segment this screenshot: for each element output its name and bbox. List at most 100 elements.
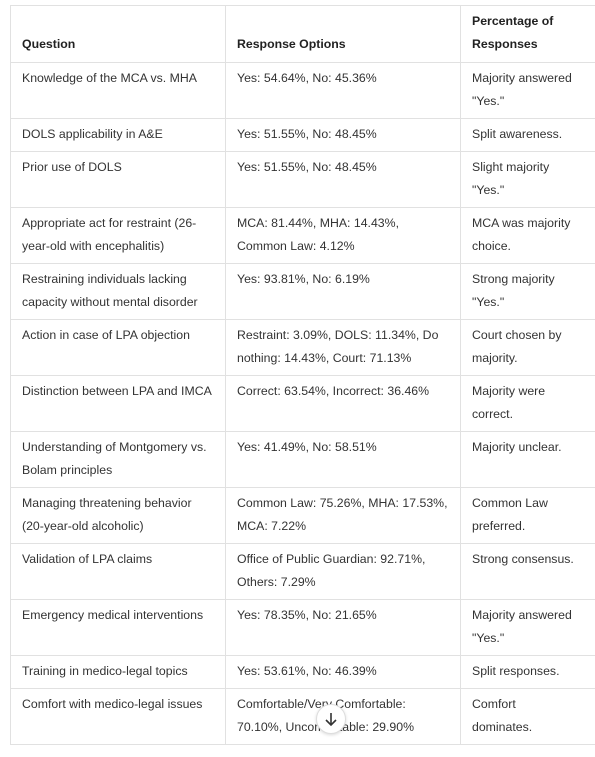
cell-text: Yes: 41.49%, No: 58.51% <box>237 440 377 454</box>
header-text: Percentage of Responses <box>472 14 554 51</box>
cell-text: Yes: 54.64%, No: 45.36% <box>237 71 377 85</box>
table-row: Understanding of Montgomery vs. Bolam pr… <box>10 431 595 488</box>
cell-text: Knowledge of the MCA vs. MHA <box>22 71 197 85</box>
header-text: Question <box>22 37 76 51</box>
cell-text: Common Law: 75.26%, MHA: 17.53%, MCA: 7.… <box>237 496 448 533</box>
table-cell: Emergency medical interventions <box>10 599 226 656</box>
table-row: Comfort with medico-legal issues Comforta… <box>10 688 595 745</box>
table-container: Question Response Options Percentage of Re… <box>10 5 595 745</box>
table-cell: Yes: 41.49%, No: 58.51% <box>225 431 461 488</box>
table-cell: Majority unclear. <box>460 431 595 488</box>
header-text: Response Options <box>237 37 346 51</box>
table-cell: Yes: 53.61%, No: 46.39% <box>225 655 461 689</box>
table-cell: Comfort dominates. <box>460 688 595 745</box>
table-cell: Distinction between LPA and IMCA <box>10 375 226 432</box>
table-cell: Understanding of Montgomery vs. Bolam pr… <box>10 431 226 488</box>
cell-text: Yes: 51.55%, No: 48.45% <box>237 160 377 174</box>
cell-text: Distinction between LPA and IMCA <box>22 384 212 398</box>
cell-text: MCA was majority choice. <box>472 216 571 253</box>
table-cell: Managing threatening behavior (20-year-o… <box>10 487 226 544</box>
table-row: Distinction between LPA and IMCA Correct:… <box>10 375 595 432</box>
cell-text: Yes: 78.35%, No: 21.65% <box>237 608 377 622</box>
cell-text: Correct: 63.54%, Incorrect: 36.46% <box>237 384 430 398</box>
table-cell: Strong majority "Yes." <box>460 263 595 320</box>
table-cell: Training in medico-legal topics <box>10 655 226 689</box>
cell-text: Majority answered "Yes." <box>472 608 572 645</box>
cell-text: Strong majority "Yes." <box>472 272 555 309</box>
table-cell: Comfortable/Very Comfortable: 70.10%, Un… <box>225 688 461 745</box>
cell-text: Common Law preferred. <box>472 496 548 533</box>
table-cell: Yes: 51.55%, No: 48.45% <box>225 118 461 152</box>
header-cell: Percentage of Responses <box>460 5 595 63</box>
table-row: Knowledge of the MCA vs. MHA Yes: 54.64%,… <box>10 62 595 119</box>
table-cell: Yes: 78.35%, No: 21.65% <box>225 599 461 656</box>
table-cell: Yes: 93.81%, No: 6.19% <box>225 263 461 320</box>
cell-text: Yes: 53.61%, No: 46.39% <box>237 664 377 678</box>
header-row: Question Response Options Percentage of Re… <box>10 5 595 63</box>
table-row: Action in case of LPA objection Restraint… <box>10 319 595 376</box>
table-cell: Majority answered "Yes." <box>460 599 595 656</box>
table-row: Validation of LPA claims Office of Public… <box>10 543 595 600</box>
cell-text: Comfort dominates. <box>472 697 533 734</box>
table-row: Emergency medical interventions Yes: 78.3… <box>10 599 595 656</box>
table-cell: Slight majority "Yes." <box>460 151 595 208</box>
table: Question Response Options Percentage of Re… <box>10 5 595 745</box>
cell-text: Office of Public Guardian: 92.71%, Other… <box>237 552 426 589</box>
header-cell: Response Options <box>225 5 461 63</box>
table-cell: Common Law preferred. <box>460 487 595 544</box>
table-row: DOLS applicability in A&E Yes: 51.55%, No… <box>10 118 595 152</box>
table-cell: MCA: 81.44%, MHA: 14.43%, Common Law: 4.… <box>225 207 461 264</box>
scroll-down-button[interactable] <box>316 704 346 734</box>
table-cell: Action in case of LPA objection <box>10 319 226 376</box>
table-row: Prior use of DOLS Yes: 51.55%, No: 48.45%… <box>10 151 595 208</box>
cell-text: Emergency medical interventions <box>22 608 204 622</box>
cell-text: Training in medico-legal topics <box>22 664 188 678</box>
table-cell: Office of Public Guardian: 92.71%, Other… <box>225 543 461 600</box>
cell-text: Restraining individuals lacking capacity… <box>22 272 198 309</box>
cell-text: Restraint: 3.09%, DOLS: 11.34%, Do nothi… <box>237 328 439 365</box>
cell-text: MCA: 81.44%, MHA: 14.43%, Common Law: 4.… <box>237 216 399 253</box>
table-cell: Yes: 51.55%, No: 48.45% <box>225 151 461 208</box>
arrow-icon <box>325 713 337 727</box>
table-cell: DOLS applicability in A&E <box>10 118 226 152</box>
cell-text: Yes: 93.81%, No: 6.19% <box>237 272 370 286</box>
table-row: Training in medico-legal topics Yes: 53.6… <box>10 655 595 689</box>
table-cell: Restraint: 3.09%, DOLS: 11.34%, Do nothi… <box>225 319 461 376</box>
cell-text: Split awareness. <box>472 127 563 141</box>
cell-text: Action in case of LPA objection <box>22 328 190 342</box>
table-cell: MCA was majority choice. <box>460 207 595 264</box>
table-cell: Split awareness. <box>460 118 595 152</box>
table-cell: Strong consensus. <box>460 543 595 600</box>
table-cell: Correct: 63.54%, Incorrect: 36.46% <box>225 375 461 432</box>
cell-text: Slight majority "Yes." <box>472 160 550 197</box>
table-row: Managing threatening behavior (20-year-o… <box>10 487 595 544</box>
cell-text: Court chosen by majority. <box>472 328 562 365</box>
cell-text: Split responses. <box>472 664 560 678</box>
table-cell: Prior use of DOLS <box>10 151 226 208</box>
cell-text: Comfort with medico-legal issues <box>22 697 203 711</box>
cell-text: Majority unclear. <box>472 440 562 454</box>
cell-text: DOLS applicability in A&E <box>22 127 163 141</box>
table-cell: Common Law: 75.26%, MHA: 17.53%, MCA: 7.… <box>225 487 461 544</box>
table-cell: Restraining individuals lacking capacity… <box>10 263 226 320</box>
cell-text: Understanding of Montgomery vs. Bolam pr… <box>22 440 207 477</box>
cell-text: Validation of LPA claims <box>22 552 153 566</box>
cell-text: Majority answered "Yes." <box>472 71 572 108</box>
table-cell: Validation of LPA claims <box>10 543 226 600</box>
table-cell: Appropriate act for restraint (26-year-o… <box>10 207 226 264</box>
cell-text: Majority were correct. <box>472 384 546 421</box>
table-row: Restraining individuals lacking capacity… <box>10 263 595 320</box>
table-cell: Knowledge of the MCA vs. MHA <box>10 62 226 119</box>
table-cell: Court chosen by majority. <box>460 319 595 376</box>
table-cell: Split responses. <box>460 655 595 689</box>
table-cell: Comfort with medico-legal issues <box>10 688 226 745</box>
cell-text: Appropriate act for restraint (26-year-o… <box>22 216 197 253</box>
table-row: Appropriate act for restraint (26-year-o… <box>10 207 595 264</box>
table-cell: Majority answered "Yes." <box>460 62 595 119</box>
table-cell: Majority were correct. <box>460 375 595 432</box>
cell-text: Managing threatening behavior (20-year-o… <box>22 496 192 533</box>
cell-text: Strong consensus. <box>472 552 574 566</box>
header-cell: Question <box>10 5 226 63</box>
cell-text: Yes: 51.55%, No: 48.45% <box>237 127 377 141</box>
